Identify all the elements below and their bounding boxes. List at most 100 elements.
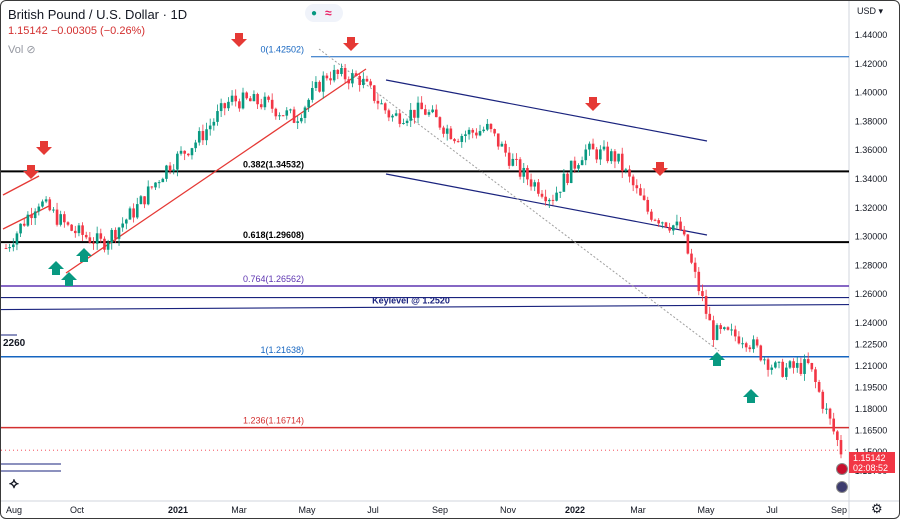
candle-body: [300, 117, 303, 122]
candle-body: [281, 115, 285, 117]
arrow-down-icon: [652, 162, 668, 176]
x-tick-label: Mar: [630, 505, 646, 515]
candle-body: [639, 188, 642, 196]
candle-body: [526, 167, 529, 180]
gear-icon[interactable]: ⚙: [871, 501, 883, 516]
candle-body: [613, 151, 617, 162]
candle-body: [759, 345, 763, 361]
candle-body: [806, 359, 810, 363]
y-tick-label: 1.36000: [855, 145, 888, 155]
candle-body: [810, 362, 814, 370]
candle-body: [679, 221, 682, 230]
candle-body: [653, 219, 657, 221]
candle-body: [172, 169, 176, 172]
candle-body: [259, 104, 263, 108]
dot-icon: ●: [311, 8, 318, 19]
candle-body: [394, 113, 398, 116]
candle-body: [81, 225, 84, 235]
candle-body: [504, 143, 507, 153]
candle-body: [821, 391, 825, 409]
candle-body: [664, 222, 668, 228]
x-tick-label: Jul: [367, 505, 379, 515]
candle-body: [755, 339, 759, 346]
candle-body: [712, 320, 715, 340]
candle-body: [347, 79, 351, 84]
symbol-title[interactable]: British Pound / U.S. Dollar · 1D: [8, 7, 188, 22]
candle-body: [194, 142, 197, 149]
candle-body: [445, 128, 449, 134]
candle-body: [434, 109, 438, 118]
arrow-up-icon: [743, 389, 759, 403]
candle-body: [73, 230, 77, 234]
candle-body: [318, 81, 321, 92]
candle-body: [547, 199, 551, 202]
candle-body: [398, 113, 402, 124]
tradingview-logo-icon[interactable]: ⟡: [9, 475, 19, 492]
candle-body: [631, 176, 635, 186]
candle-body: [489, 123, 493, 130]
candle-body: [310, 87, 314, 100]
broker-logo-pill[interactable]: ● ≈: [305, 4, 343, 22]
volume-indicator-label[interactable]: Vol ⊘: [8, 43, 36, 56]
fib-trend-dotted-line: [318, 48, 720, 352]
candle-body: [296, 121, 300, 123]
candle-body: [187, 153, 190, 156]
candle-body: [606, 146, 609, 162]
y-tick-label: 1.32000: [855, 203, 888, 213]
candle-body: [106, 242, 110, 250]
y-tick-label: 1.19500: [855, 383, 888, 393]
candle-body: [22, 223, 26, 226]
eye-off-icon[interactable]: ⊘: [26, 44, 36, 56]
candle-body: [369, 81, 372, 86]
candle-body: [234, 95, 238, 102]
candle-body: [609, 151, 613, 162]
arrow-down-icon: [231, 33, 247, 47]
candle-body: [132, 208, 135, 218]
candle-body: [216, 111, 219, 122]
candle-body: [157, 182, 161, 184]
y-tick-label: 1.26000: [855, 289, 888, 299]
candle-body: [176, 153, 179, 170]
candle-body: [650, 211, 653, 220]
candle-body: [788, 361, 792, 368]
candle-body: [551, 199, 555, 201]
keylevel-label: Keylevel @ 1.2520: [372, 296, 450, 306]
y-tick-label: 1.28000: [855, 260, 888, 270]
candle-body: [139, 196, 143, 205]
candle-body: [671, 225, 675, 231]
candle-body: [161, 178, 165, 183]
candle-body: [730, 329, 733, 331]
candle-body: [59, 214, 62, 225]
chevron-down-icon: ▾: [878, 6, 884, 16]
candle-body: [245, 92, 248, 99]
fib-level-label: 0.764(1.26562): [243, 274, 304, 284]
last-price-value: 1.15142: [853, 453, 886, 463]
arrow-up-icon: [61, 272, 77, 286]
candle-body: [354, 73, 358, 76]
candle-body: [44, 199, 48, 202]
arrow-up-icon: [76, 248, 92, 262]
currency-selector[interactable]: USD ▾: [857, 6, 883, 17]
arrow-down-icon: [585, 97, 601, 111]
candle-body: [763, 359, 766, 361]
candle-body: [143, 196, 146, 205]
candle-body: [424, 109, 427, 115]
candle-body: [168, 165, 172, 172]
candle-body: [165, 165, 168, 179]
candle-body: [456, 141, 460, 143]
candle-body: [733, 329, 737, 337]
candle-body: [146, 186, 150, 205]
candle-body: [540, 193, 544, 197]
candle-body: [63, 214, 66, 223]
candle-body: [493, 129, 496, 134]
candle-body: [263, 96, 267, 108]
candle-body: [682, 229, 686, 235]
candle-body: [77, 225, 81, 234]
channel-line-lower: [2, 205, 50, 230]
arrow-up-icon: [48, 261, 64, 275]
candle-body: [387, 110, 391, 118]
candle-body: [781, 361, 784, 377]
candle-body: [95, 233, 99, 244]
